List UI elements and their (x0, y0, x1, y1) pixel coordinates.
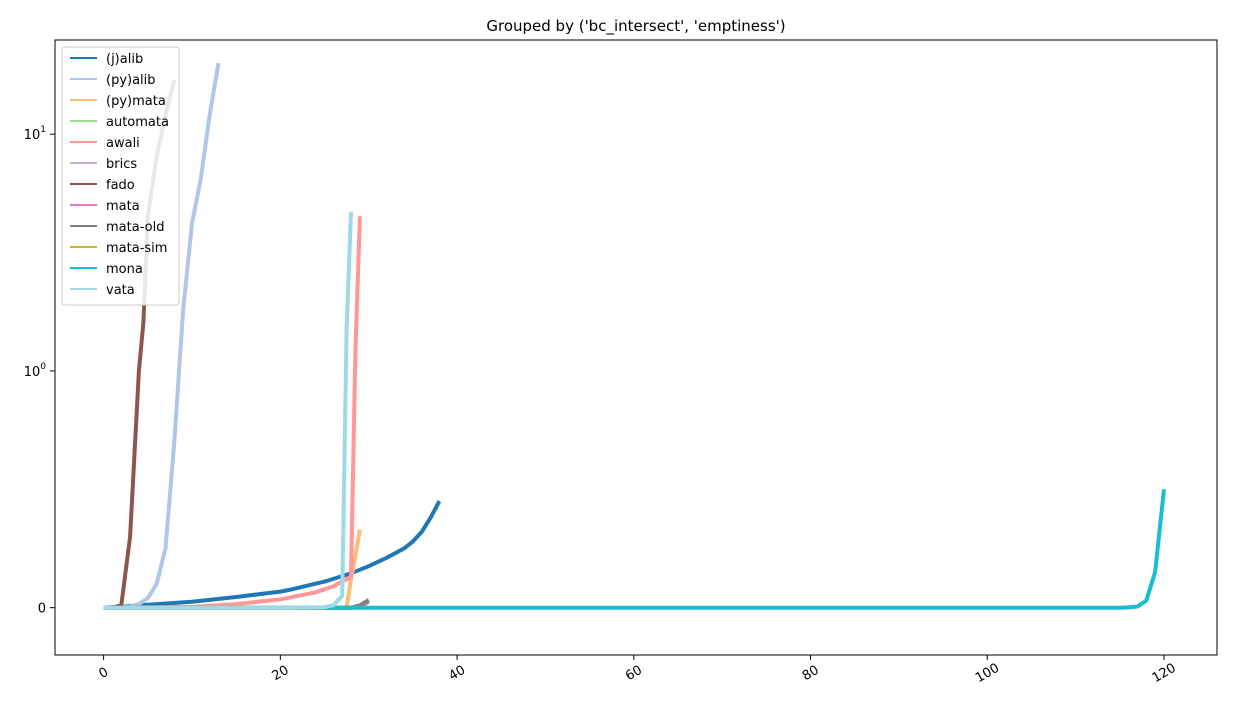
plot-area (103, 62, 1166, 610)
legend-label: (py)mata (106, 94, 166, 109)
x-tick-label: 80 (800, 663, 822, 684)
legend-label: mata (106, 199, 140, 214)
series-line-10 (103, 489, 1166, 610)
y-tick-label: 0 (38, 602, 46, 617)
legend-label: vata (106, 283, 135, 298)
legend-label: (j)alib (106, 52, 143, 67)
x-tick-label: 0 (97, 665, 112, 682)
x-tick-label: 40 (446, 663, 468, 684)
x-tick-label: 120 (1150, 661, 1179, 686)
x-tick-label: 100 (973, 661, 1002, 686)
x-tick-label: 20 (270, 663, 292, 684)
legend-label: mona (106, 262, 143, 277)
legend-box (61, 46, 180, 306)
legend-label: brics (106, 157, 137, 172)
series-line-4 (103, 216, 362, 610)
plot-frame (54, 39, 1218, 656)
legend-label: fado (106, 178, 135, 193)
legend-label: mata-old (106, 220, 164, 235)
legend-label: mata-sim (106, 241, 167, 256)
legend-label: (py)alib (106, 73, 156, 88)
x-tick-label: 60 (623, 663, 645, 684)
legend-label: automata (106, 115, 169, 130)
series-line-1 (103, 62, 221, 610)
legend: (j)alib (py)alib (py)mata automata awali bric… (61, 46, 180, 306)
y-axis: 0 100 101 (24, 125, 55, 617)
y-tick-label: 101 (24, 125, 46, 143)
legend-label: awali (106, 136, 140, 151)
series-line-11 (103, 211, 353, 610)
y-tick-label: 100 (24, 362, 47, 380)
chart-title: Grouped by ('bc_intersect', 'emptiness') (486, 17, 785, 36)
x-axis: 0 20 40 60 80 100 120 (97, 655, 1179, 686)
